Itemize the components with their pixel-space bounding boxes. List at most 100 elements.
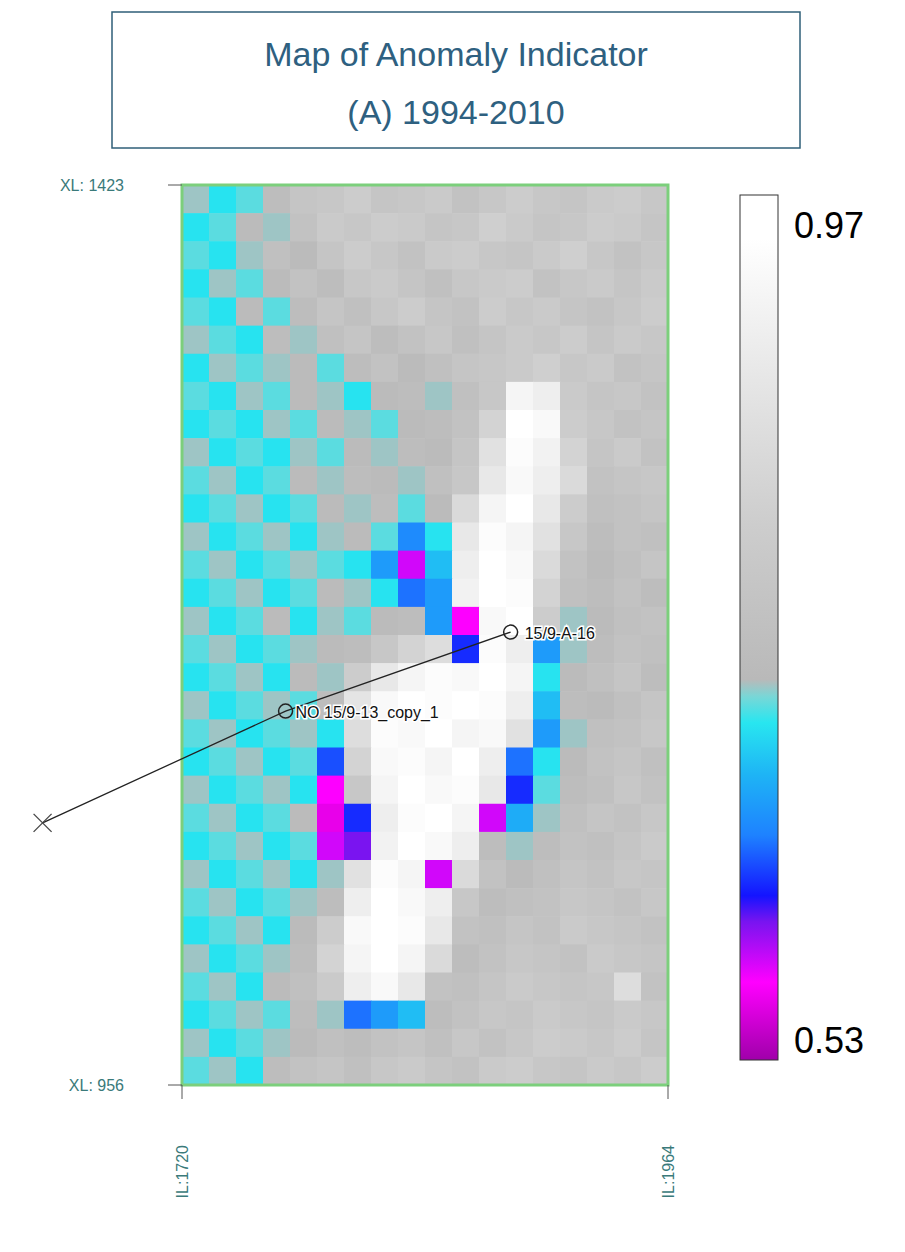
- cell: [614, 354, 642, 383]
- cell: [209, 326, 237, 355]
- cell: [479, 551, 507, 580]
- cell: [587, 719, 615, 748]
- cell: [182, 832, 210, 861]
- cell: [182, 213, 210, 242]
- cell: [533, 888, 561, 917]
- cell: [263, 607, 291, 636]
- cell: [317, 213, 345, 242]
- cell: [614, 523, 642, 552]
- cell: [317, 973, 345, 1002]
- cell: [506, 832, 534, 861]
- cell: [641, 691, 668, 720]
- cell: [263, 719, 291, 748]
- cell: [452, 466, 480, 495]
- cell: [344, 916, 372, 945]
- cell: [290, 438, 318, 467]
- cell: [263, 860, 291, 889]
- cell: [614, 410, 642, 439]
- cell: [182, 804, 210, 833]
- cell: [479, 973, 507, 1002]
- well-label: 15/9-A-16: [525, 625, 595, 642]
- cell: [263, 1057, 291, 1085]
- cell: [317, 663, 345, 692]
- cell: [290, 776, 318, 805]
- cell: [263, 410, 291, 439]
- cell: [641, 1057, 668, 1085]
- cell: [182, 241, 210, 270]
- cell: [425, 944, 453, 973]
- cell: [425, 663, 453, 692]
- cell: [452, 382, 480, 411]
- cell: [371, 185, 399, 214]
- cell: [452, 298, 480, 327]
- cell: [614, 579, 642, 608]
- cell: [236, 298, 264, 327]
- cell: [452, 607, 480, 636]
- cell: [290, 579, 318, 608]
- cell: [344, 944, 372, 973]
- cell: [560, 1029, 588, 1058]
- cell: [425, 213, 453, 242]
- cell: [236, 663, 264, 692]
- cell: [182, 326, 210, 355]
- cell: [371, 494, 399, 523]
- cell: [317, 438, 345, 467]
- cell: [533, 269, 561, 298]
- cell: [587, 916, 615, 945]
- cell: [317, 354, 345, 383]
- cell: [263, 241, 291, 270]
- cell: [209, 1029, 237, 1058]
- cell: [560, 354, 588, 383]
- cell: [425, 579, 453, 608]
- cell: [506, 185, 534, 214]
- cell: [533, 326, 561, 355]
- cell: [587, 551, 615, 580]
- cell: [452, 1029, 480, 1058]
- cell: [560, 888, 588, 917]
- cell: [398, 523, 426, 552]
- cell: [344, 1057, 372, 1085]
- cell: [398, 551, 426, 580]
- cell: [452, 551, 480, 580]
- cell: [425, 382, 453, 411]
- cell: [479, 354, 507, 383]
- cell: [290, 326, 318, 355]
- cell: [506, 804, 534, 833]
- cell: [398, 888, 426, 917]
- cell: [290, 523, 318, 552]
- cell: [371, 438, 399, 467]
- cell: [344, 804, 372, 833]
- cell: [344, 860, 372, 889]
- cell: [263, 776, 291, 805]
- cell: [209, 579, 237, 608]
- cell: [614, 832, 642, 861]
- cell: [371, 748, 399, 777]
- cell: [290, 719, 318, 748]
- cell: [182, 523, 210, 552]
- cell: [614, 213, 642, 242]
- cell: [344, 635, 372, 664]
- cell: [371, 269, 399, 298]
- cell: [479, 241, 507, 270]
- cell: [317, 326, 345, 355]
- title-box: [112, 12, 800, 148]
- cell: [344, 1001, 372, 1030]
- cell: [371, 410, 399, 439]
- cell: [506, 1057, 534, 1085]
- cell: [452, 241, 480, 270]
- cell: [371, 663, 399, 692]
- cell: [614, 185, 642, 214]
- cell: [587, 269, 615, 298]
- cell: [317, 1029, 345, 1058]
- cell: [182, 579, 210, 608]
- cell: [533, 1001, 561, 1030]
- cell: [209, 213, 237, 242]
- cell: [641, 494, 668, 523]
- cell: [560, 748, 588, 777]
- cell: [182, 185, 210, 214]
- cell: [587, 494, 615, 523]
- cell: [236, 1001, 264, 1030]
- cell: [425, 269, 453, 298]
- cell: [182, 438, 210, 467]
- cell: [317, 888, 345, 917]
